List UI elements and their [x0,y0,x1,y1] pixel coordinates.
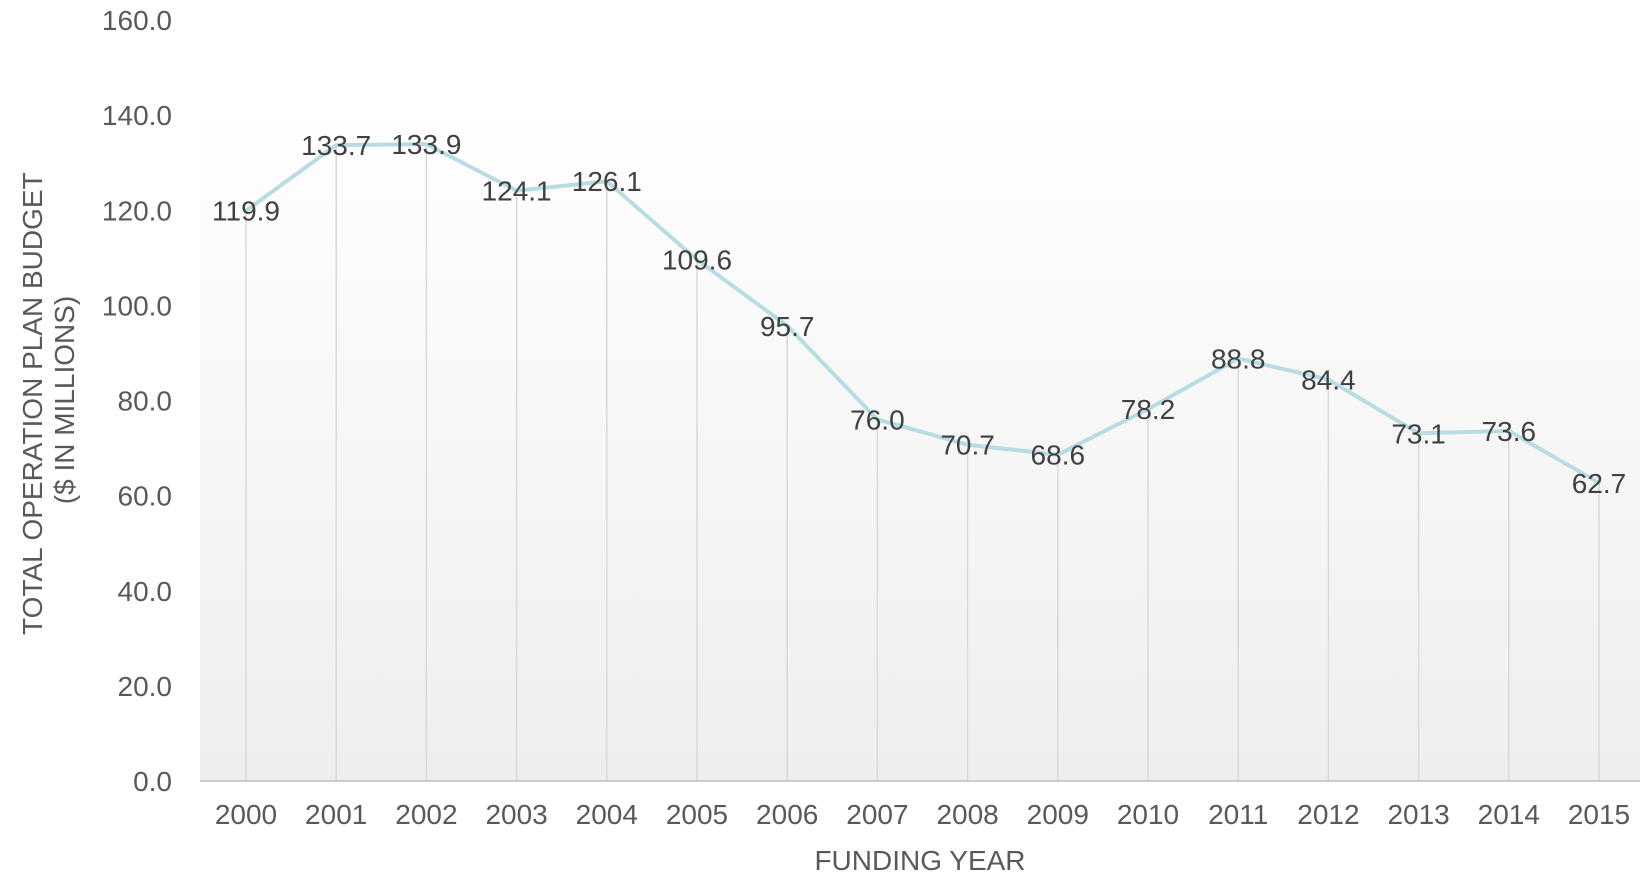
y-tick-label: 40.0 [118,576,173,607]
data-label: 88.8 [1211,344,1266,375]
y-tick-label: 80.0 [118,386,173,417]
x-tick-label: 2013 [1387,799,1449,830]
x-tick-label: 2008 [936,799,998,830]
data-label: 133.9 [391,129,461,160]
data-label: 70.7 [940,430,995,461]
data-label: 109.6 [662,245,732,276]
x-tick-label: 2004 [576,799,638,830]
x-tick-label: 2012 [1297,799,1359,830]
x-tick-label: 2015 [1568,799,1630,830]
x-tick-label: 2009 [1027,799,1089,830]
x-axis-title: FUNDING YEAR [814,845,1025,876]
x-tick-label: 2001 [305,799,367,830]
y-axis-title-line-1: TOTAL OPERATION PLAN BUDGET [17,172,48,634]
drop-lines [245,144,1600,781]
data-label: 78.2 [1121,394,1176,425]
y-axis-title: TOTAL OPERATION PLAN BUDGET ($ IN MILLIO… [17,165,80,635]
x-tick-label: 2010 [1117,799,1179,830]
y-axis-ticks: 0.0 20.0 40.0 60.0 80.0 100.0 120.0 140.0 160.0 [102,5,172,797]
x-tick-label: 2014 [1478,799,1540,830]
y-tick-label: 100.0 [102,290,172,321]
data-label: 126.1 [572,166,642,197]
data-label: 62.7 [1572,468,1627,499]
y-tick-label: 120.0 [102,195,172,226]
x-tick-label: 2007 [846,799,908,830]
x-axis-ticks: 2000 2001 2002 2003 2004 2005 2006 2007 2008 2009… [215,799,1630,830]
data-label: 133.7 [301,130,371,161]
x-tick-label: 2000 [215,799,277,830]
data-label: 68.6 [1031,440,1086,471]
y-tick-label: 0.0 [133,766,172,797]
x-tick-label: 2003 [485,799,547,830]
data-labels: 119.9 133.7 133.9 124.1 126.1 109.6 95.7 76.0 70… [212,129,1626,499]
series-line [244,142,1601,485]
data-label: 124.1 [482,176,552,207]
x-tick-label: 2002 [395,799,457,830]
x-tick-label: 2005 [666,799,728,830]
data-label: 76.0 [850,405,905,436]
data-label: 119.9 [212,196,280,227]
y-tick-label: 160.0 [102,5,172,36]
y-tick-label: 140.0 [102,100,172,131]
data-label: 73.6 [1482,416,1537,447]
plot-area [200,105,1640,781]
data-label: 73.1 [1391,418,1446,449]
x-tick-label: 2011 [1208,799,1268,830]
data-label: 84.4 [1301,365,1356,396]
y-axis-title-line-2: ($ IN MILLIONS) [49,296,80,504]
y-tick-label: 60.0 [118,481,173,512]
data-label: 95.7 [760,311,815,342]
y-tick-label: 20.0 [118,671,173,702]
x-tick-label: 2006 [756,799,818,830]
